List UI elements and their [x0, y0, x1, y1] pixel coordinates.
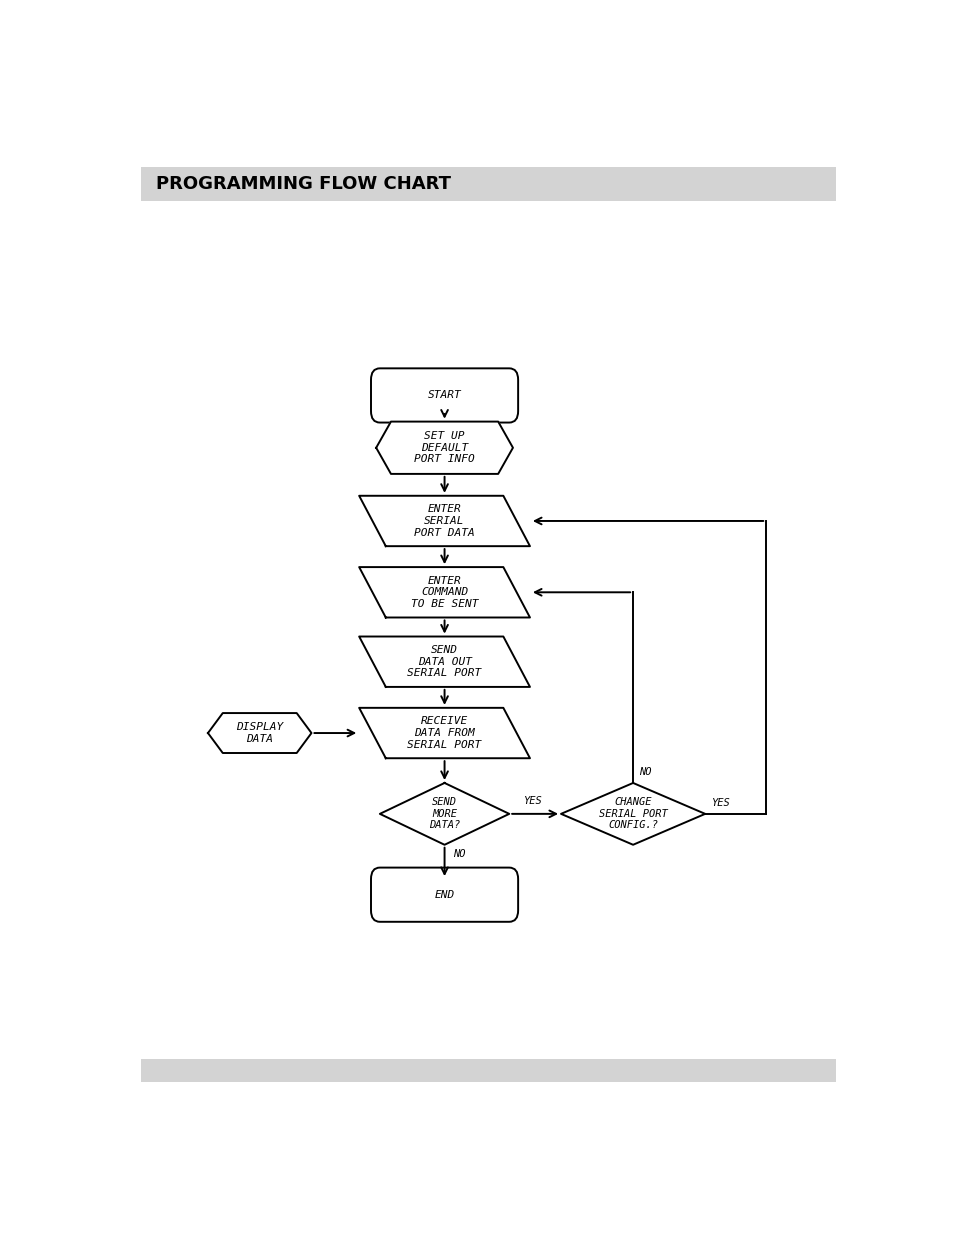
Text: NO: NO [453, 850, 465, 860]
Text: PROGRAMMING FLOW CHART: PROGRAMMING FLOW CHART [156, 175, 451, 194]
Text: NO: NO [639, 767, 651, 777]
FancyBboxPatch shape [371, 868, 517, 921]
Text: SEND
DATA OUT
SERIAL PORT: SEND DATA OUT SERIAL PORT [407, 645, 481, 678]
Polygon shape [375, 421, 513, 474]
FancyBboxPatch shape [141, 167, 836, 201]
Text: ENTER
COMMAND
TO BE SENT: ENTER COMMAND TO BE SENT [411, 576, 477, 609]
Polygon shape [358, 567, 530, 618]
FancyBboxPatch shape [141, 1060, 836, 1082]
Text: YES: YES [710, 798, 729, 808]
Text: END: END [434, 889, 455, 899]
Text: SEND
MORE
DATA?: SEND MORE DATA? [429, 798, 459, 830]
Polygon shape [358, 495, 530, 546]
Text: DISPLAY
DATA: DISPLAY DATA [235, 722, 283, 743]
Polygon shape [560, 783, 704, 845]
Polygon shape [358, 636, 530, 687]
Text: CHANGE
SERIAL PORT
CONFIG.?: CHANGE SERIAL PORT CONFIG.? [598, 798, 667, 830]
Text: ENTER
SERIAL
PORT DATA: ENTER SERIAL PORT DATA [414, 504, 475, 537]
Polygon shape [379, 783, 509, 845]
Text: START: START [427, 390, 461, 400]
FancyBboxPatch shape [371, 368, 517, 422]
Text: YES: YES [522, 797, 540, 806]
Text: SET UP
DEFAULT
PORT INFO: SET UP DEFAULT PORT INFO [414, 431, 475, 464]
Text: RECEIVE
DATA FROM
SERIAL PORT: RECEIVE DATA FROM SERIAL PORT [407, 716, 481, 750]
Polygon shape [358, 708, 530, 758]
Polygon shape [208, 713, 311, 753]
